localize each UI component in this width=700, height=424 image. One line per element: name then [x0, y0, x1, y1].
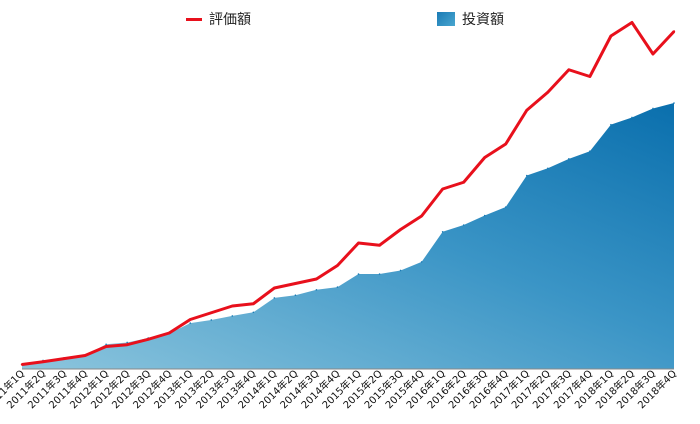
investment-point	[504, 206, 507, 208]
investment-point	[378, 273, 381, 275]
investment-point	[105, 343, 107, 346]
valuation-point	[231, 304, 234, 308]
investment-point	[189, 322, 192, 324]
valuation-point	[294, 282, 297, 285]
valuation-point	[567, 68, 571, 71]
valuation-point	[399, 228, 402, 231]
valuation-point	[420, 214, 423, 218]
valuation-point	[41, 360, 45, 363]
legend-item-valuation: 評価額	[186, 9, 251, 29]
valuation-point	[588, 75, 592, 78]
valuation-line-series	[20, 21, 676, 366]
valuation-point	[483, 156, 486, 159]
investment-point	[483, 214, 486, 217]
valuation-point	[252, 302, 255, 305]
investment-point	[336, 286, 339, 288]
valuation-point	[273, 286, 276, 290]
investment-point	[231, 315, 234, 317]
valuation-point	[672, 30, 676, 33]
legend-item-investment: 投資額	[437, 9, 504, 29]
valuation-point	[20, 363, 24, 366]
investment-point	[589, 150, 591, 152]
valuation-point	[168, 331, 171, 335]
valuation-point	[525, 109, 528, 112]
valuation-point	[504, 142, 507, 146]
legend-label-investment: 投資額	[462, 12, 504, 28]
investment-point	[273, 297, 276, 299]
investment-point	[547, 167, 549, 170]
investment-point	[652, 107, 654, 110]
x-axis-ticks: 2011年1Q2011年2Q2011年3Q2011年4Q2012年1Q2012年…	[0, 367, 679, 411]
investment-area	[22, 103, 674, 370]
investment-point	[610, 123, 612, 126]
investment-point	[399, 269, 402, 272]
investment-point	[252, 311, 255, 314]
valuation-point	[189, 318, 192, 321]
legend-area-swatch	[437, 12, 455, 26]
valuation-point	[315, 277, 318, 281]
investment-point	[441, 230, 444, 233]
investment-point	[126, 341, 128, 344]
investment-point	[673, 102, 675, 104]
valuation-point	[609, 34, 613, 38]
valuation-point	[651, 52, 655, 56]
valuation-point	[125, 343, 129, 346]
valuation-point	[378, 244, 381, 247]
valuation-point	[104, 345, 108, 348]
investment-point	[420, 261, 423, 263]
valuation-point	[630, 21, 634, 24]
valuation-point	[62, 357, 66, 360]
valuation-point	[441, 187, 444, 191]
investment-point	[631, 116, 633, 119]
valuation-line	[21, 21, 676, 366]
investment-point	[568, 158, 570, 160]
investment-point	[462, 224, 465, 226]
valuation-point	[336, 264, 339, 267]
legend-line-swatch	[186, 17, 202, 21]
valuation-point	[146, 338, 150, 341]
investment-point	[315, 289, 318, 291]
investment-area-series	[21, 102, 675, 370]
investment-point	[525, 174, 528, 177]
valuation-point	[83, 354, 87, 357]
valuation-point	[546, 91, 550, 94]
valuation-point	[462, 181, 465, 184]
legend-label-valuation: 評価額	[209, 12, 251, 28]
investment-point	[210, 319, 213, 321]
valuation-point	[210, 311, 213, 314]
investment-point	[294, 294, 297, 297]
investment-point	[357, 273, 360, 275]
valuation-point	[357, 241, 360, 245]
